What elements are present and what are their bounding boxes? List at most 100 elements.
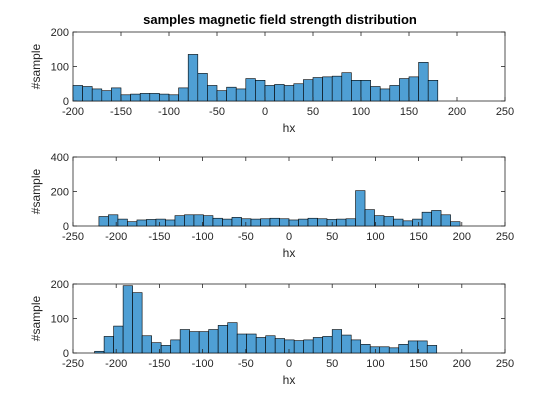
x-tick-label: -200 <box>105 231 127 243</box>
histogram-bar <box>141 335 152 354</box>
histogram-bar <box>236 333 247 354</box>
histogram-bar <box>408 76 419 102</box>
histogram-bar <box>159 93 170 102</box>
x-tick-label: 150 <box>409 231 427 243</box>
histogram-panel-bottom: -250 -200 -150 -100 -50 0 50 100 150 200 250 0 100 20… <box>29 279 514 387</box>
histogram-bar <box>331 329 343 354</box>
x-tick-label: -50 <box>238 358 254 370</box>
histogram-bar <box>307 217 318 227</box>
histogram-bar <box>136 219 147 227</box>
histogram-bar <box>440 214 451 227</box>
x-tick-label: 0 <box>262 106 268 118</box>
x-tick-label: -100 <box>192 231 214 243</box>
histogram-bar <box>139 93 151 102</box>
y-tick-label: 100 <box>51 62 69 74</box>
histogram-bar <box>174 215 185 227</box>
histogram-bar <box>178 87 189 102</box>
histogram-bar <box>98 216 109 227</box>
histogram-bar <box>155 218 166 227</box>
histogram-bar <box>160 345 171 354</box>
x-tick-label: 250 <box>496 358 514 370</box>
histogram-bar <box>72 85 83 102</box>
histogram-bar <box>274 84 285 102</box>
histogram-bar <box>341 334 352 354</box>
x-tick-label: -150 <box>110 106 132 118</box>
x-tick-label: 150 <box>400 106 418 118</box>
histogram-bar <box>193 214 204 227</box>
histogram-bar <box>216 90 227 102</box>
histogram-bar <box>355 190 366 227</box>
y-axis-label: #sample <box>29 295 43 341</box>
x-tick-label: 250 <box>496 106 514 118</box>
histogram-bar <box>212 217 223 227</box>
histogram-bar <box>217 325 228 354</box>
histogram-bar <box>260 218 271 227</box>
histogram-bar <box>317 218 328 227</box>
histogram-bar <box>231 217 242 227</box>
y-tick-label: 0 <box>63 96 69 108</box>
x-tick-label: 200 <box>453 358 471 370</box>
x-tick-label: 50 <box>326 231 338 243</box>
histogram-bar <box>274 338 285 354</box>
histogram-bar <box>431 210 442 227</box>
x-tick-label: 0 <box>286 358 292 370</box>
histogram-bar <box>179 329 190 354</box>
y-tick-label: 0 <box>63 348 69 360</box>
histogram-panel-top: -200 -150 -100 -50 0 50 100 150 200 250 0 100 200 hx #… <box>29 27 514 135</box>
histogram-bar <box>393 218 404 227</box>
x-tick-label: -250 <box>62 231 84 243</box>
x-tick-label: 100 <box>366 231 384 243</box>
histogram-bar <box>241 218 252 227</box>
histogram-bar <box>146 219 157 227</box>
x-tick-label: 200 <box>453 231 471 243</box>
histogram-bar <box>326 219 337 227</box>
histogram-bar <box>379 88 391 102</box>
histogram-bar <box>383 216 394 227</box>
histogram-bar <box>312 77 323 102</box>
histogram-bar <box>207 85 218 102</box>
histogram-bar <box>235 88 247 102</box>
histogram-bar <box>101 90 112 102</box>
histogram-bar <box>165 219 176 227</box>
histogram-bar <box>208 329 219 354</box>
histogram-bar <box>91 88 103 102</box>
histogram-bar <box>103 336 114 354</box>
histogram-bar <box>264 85 275 102</box>
x-tick-label: 0 <box>286 231 292 243</box>
x-tick-label: -100 <box>158 106 180 118</box>
histogram-bar <box>284 339 295 354</box>
histogram-bar <box>370 86 381 102</box>
histogram-bar <box>269 217 280 227</box>
histogram-bar <box>132 292 143 354</box>
histogram-bar <box>222 218 233 227</box>
x-tick-label: 100 <box>366 358 384 370</box>
x-tick-label: -200 <box>62 106 84 118</box>
y-tick-label: 200 <box>51 27 69 39</box>
histogram-bar <box>293 340 304 354</box>
y-tick-label: 200 <box>51 187 69 199</box>
histogram-bar <box>379 346 390 354</box>
histogram-bar <box>130 93 141 102</box>
histogram-bar <box>187 54 199 102</box>
histogram-bar <box>111 87 122 102</box>
histogram-bar <box>426 345 438 354</box>
x-tick-label: -250 <box>62 358 84 370</box>
x-axis-label: hx <box>283 246 296 260</box>
histogram-bar <box>421 211 432 227</box>
histogram-bar <box>246 333 257 354</box>
histogram-bar <box>94 350 105 354</box>
x-tick-label: -50 <box>238 231 254 243</box>
histogram-bar <box>412 218 423 227</box>
x-tick-label: 150 <box>409 358 427 370</box>
x-tick-label: -100 <box>192 358 214 370</box>
y-tick-label: 100 <box>51 314 69 326</box>
histogram-bar <box>374 215 385 227</box>
y-axis-label: #sample <box>29 43 43 89</box>
histogram-bar <box>189 331 200 354</box>
histogram-bar <box>82 86 93 102</box>
histogram-bar <box>322 76 333 102</box>
histogram-bar <box>303 79 314 102</box>
x-tick-label: -150 <box>148 231 170 243</box>
histogram-bar <box>407 340 419 354</box>
